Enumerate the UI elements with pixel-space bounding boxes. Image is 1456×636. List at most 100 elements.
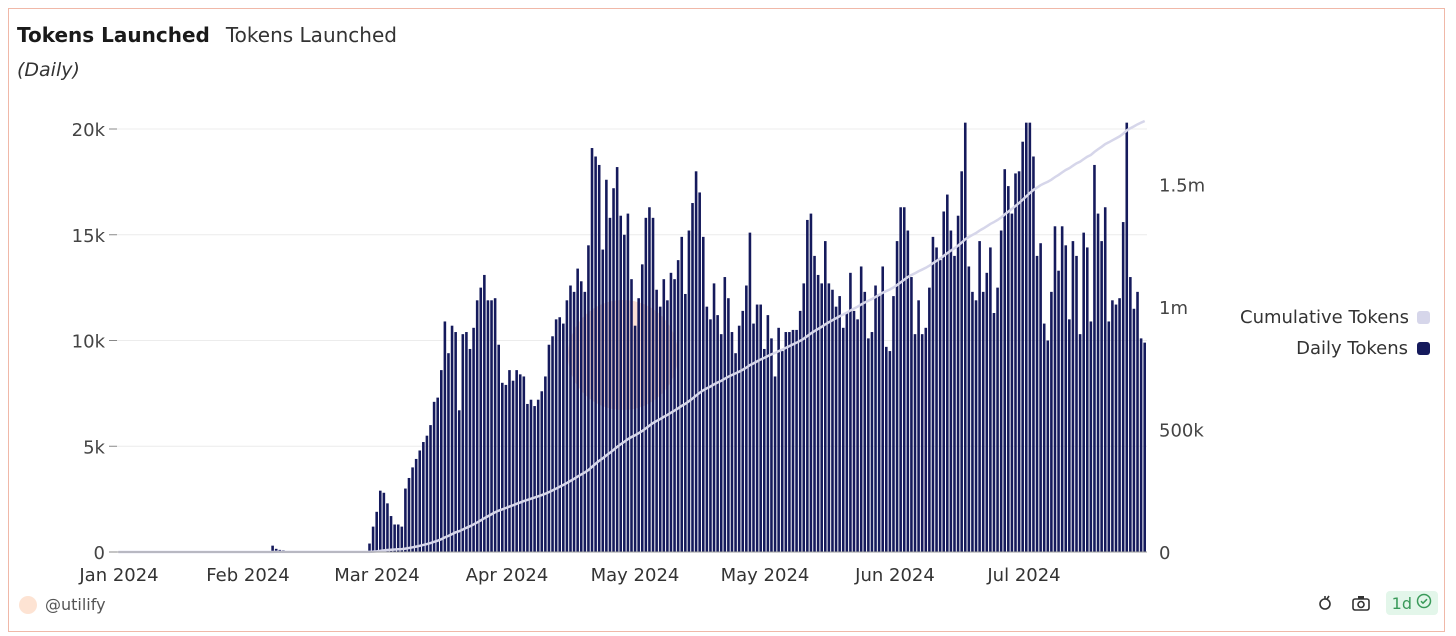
bar bbox=[809, 213, 813, 552]
bar bbox=[274, 548, 278, 552]
bar bbox=[443, 321, 447, 552]
bar bbox=[745, 285, 748, 552]
bar bbox=[1111, 300, 1114, 552]
bar bbox=[806, 219, 809, 552]
bar bbox=[1082, 232, 1085, 552]
period-label: (Daily) bbox=[17, 59, 80, 81]
bar bbox=[411, 467, 414, 552]
bar bbox=[450, 325, 454, 552]
bar bbox=[1093, 164, 1096, 552]
bar bbox=[630, 279, 633, 552]
bar bbox=[501, 382, 504, 552]
legend-item-daily[interactable]: Daily Tokens bbox=[1240, 333, 1430, 364]
bar bbox=[651, 217, 655, 552]
bar bbox=[475, 300, 479, 552]
bar bbox=[465, 332, 468, 552]
refresh-badge[interactable]: 1d bbox=[1385, 591, 1438, 615]
bar bbox=[587, 245, 590, 552]
bar bbox=[816, 274, 820, 552]
bar bbox=[1089, 321, 1093, 552]
bar bbox=[554, 319, 558, 552]
bar bbox=[777, 327, 780, 552]
bar bbox=[888, 351, 892, 552]
bar bbox=[1114, 304, 1118, 552]
bar bbox=[863, 291, 867, 552]
bar bbox=[590, 148, 594, 553]
bar bbox=[802, 283, 806, 552]
chart-card: Tokens Launched Tokens Launched (Daily) … bbox=[8, 8, 1445, 632]
bar bbox=[623, 234, 626, 552]
bar bbox=[1007, 186, 1010, 553]
camera-icon[interactable] bbox=[1350, 592, 1372, 614]
bar bbox=[518, 374, 522, 552]
bar bbox=[963, 122, 967, 552]
bar bbox=[992, 313, 996, 552]
bar bbox=[400, 526, 404, 552]
bar bbox=[637, 298, 640, 552]
legend-label-cumulative: Cumulative Tokens bbox=[1240, 307, 1408, 328]
bar bbox=[770, 338, 773, 552]
bar bbox=[522, 376, 526, 552]
bar bbox=[1017, 171, 1021, 553]
bar bbox=[1068, 319, 1071, 552]
bar bbox=[436, 397, 439, 552]
bar bbox=[536, 399, 540, 552]
bar bbox=[375, 511, 378, 552]
bar bbox=[723, 277, 727, 552]
bar bbox=[576, 268, 579, 552]
bar bbox=[1085, 247, 1089, 552]
bar bbox=[827, 283, 831, 552]
bar bbox=[1032, 156, 1035, 552]
bar bbox=[902, 207, 906, 552]
y-tick-right: 0 bbox=[1159, 543, 1170, 564]
bar bbox=[788, 332, 791, 552]
bar bbox=[457, 410, 461, 552]
bar bbox=[533, 406, 536, 552]
bar bbox=[705, 306, 709, 552]
author-info[interactable]: @utilify bbox=[19, 595, 106, 614]
bar bbox=[780, 351, 784, 552]
bar bbox=[1096, 213, 1100, 552]
bar bbox=[870, 332, 874, 552]
bar bbox=[1075, 255, 1078, 552]
bar bbox=[895, 241, 899, 552]
bar bbox=[996, 287, 999, 553]
bar bbox=[730, 332, 734, 552]
bar bbox=[1060, 226, 1064, 553]
bar bbox=[644, 217, 648, 552]
y-tick-right: 500k bbox=[1159, 421, 1204, 442]
bar bbox=[429, 425, 432, 552]
bar bbox=[425, 435, 429, 552]
bar bbox=[942, 211, 946, 553]
bar bbox=[716, 315, 719, 552]
bar bbox=[1039, 243, 1042, 552]
bar bbox=[712, 283, 716, 552]
bar bbox=[978, 241, 981, 552]
bar bbox=[852, 310, 856, 552]
author-handle: @utilify bbox=[45, 595, 106, 614]
bar bbox=[583, 291, 587, 552]
bar bbox=[378, 490, 382, 552]
bar bbox=[1107, 321, 1111, 552]
bar bbox=[1057, 270, 1060, 552]
bar bbox=[615, 167, 619, 552]
chart-type-icon[interactable] bbox=[1314, 592, 1336, 614]
bar bbox=[859, 266, 863, 552]
legend-label-daily: Daily Tokens bbox=[1296, 338, 1408, 359]
bar bbox=[974, 300, 978, 552]
bar bbox=[371, 526, 375, 552]
bar bbox=[612, 188, 615, 552]
legend-swatch-daily bbox=[1417, 342, 1430, 355]
bar bbox=[486, 300, 490, 552]
legend-item-cumulative[interactable]: Cumulative Tokens bbox=[1240, 302, 1430, 333]
bar bbox=[956, 215, 960, 552]
bar bbox=[1053, 226, 1057, 553]
bar bbox=[626, 213, 630, 552]
bar bbox=[931, 236, 935, 552]
bar bbox=[938, 260, 942, 552]
bar bbox=[820, 283, 823, 552]
bar bbox=[924, 327, 928, 552]
bar bbox=[1129, 277, 1132, 552]
bar bbox=[382, 492, 386, 552]
bar bbox=[1046, 340, 1050, 552]
